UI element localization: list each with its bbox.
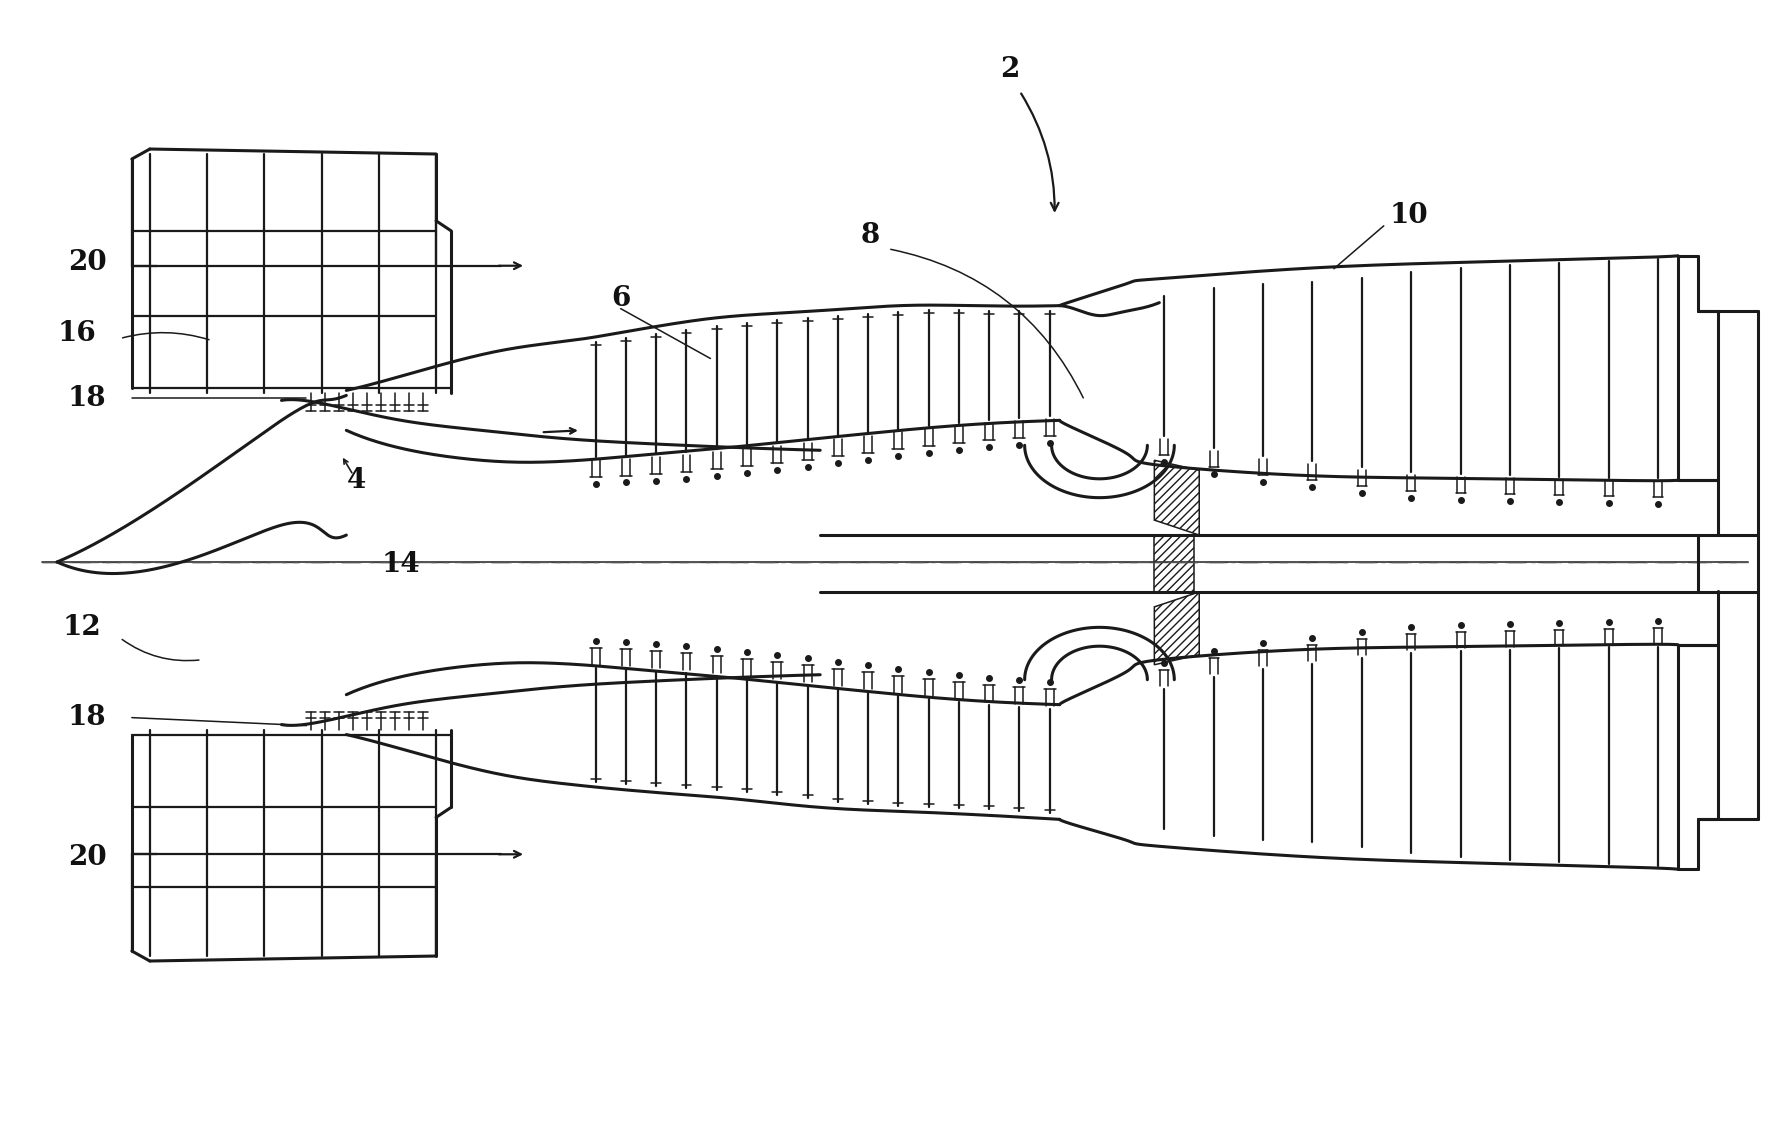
Text: 14: 14 — [381, 552, 420, 579]
Text: 2: 2 — [1000, 56, 1019, 83]
Text: 8: 8 — [860, 223, 879, 250]
Text: 18: 18 — [67, 384, 106, 411]
Text: 16: 16 — [57, 320, 96, 347]
Text: 10: 10 — [1388, 202, 1427, 229]
Text: 20: 20 — [67, 844, 106, 871]
Text: 12: 12 — [62, 615, 101, 642]
Text: 6: 6 — [610, 285, 629, 312]
Text: 4: 4 — [346, 466, 365, 493]
Text: 20: 20 — [67, 250, 106, 277]
Text: 18: 18 — [67, 704, 106, 731]
